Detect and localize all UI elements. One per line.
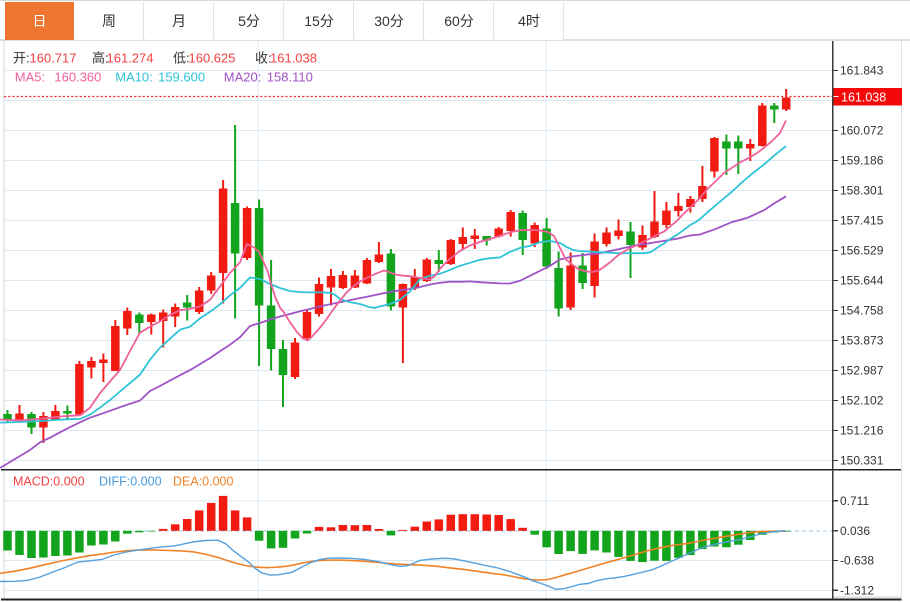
svg-text:152.987: 152.987 [840, 364, 884, 378]
svg-text:154.758: 154.758 [840, 304, 884, 318]
svg-text:158.110: 158.110 [267, 70, 313, 85]
svg-text:153.873: 153.873 [840, 334, 884, 348]
svg-text:159.186: 159.186 [840, 154, 884, 168]
svg-text:-0.638: -0.638 [840, 554, 874, 568]
svg-text:开:: 开: [13, 51, 30, 66]
svg-text:151.216: 151.216 [840, 424, 884, 438]
svg-text:161.274: 161.274 [107, 51, 154, 66]
svg-text:160.360: 160.360 [54, 70, 101, 85]
svg-text:158.301: 158.301 [840, 184, 884, 198]
svg-text:0.711: 0.711 [840, 494, 869, 508]
svg-text:DEA:0.000: DEA:0.000 [173, 475, 234, 489]
svg-text:157.415: 157.415 [840, 214, 884, 228]
svg-text:0.036: 0.036 [840, 524, 870, 538]
svg-text:160.717: 160.717 [30, 51, 77, 66]
svg-text:156.529: 156.529 [840, 244, 884, 258]
svg-text:161.038: 161.038 [841, 90, 886, 104]
svg-text:160.072: 160.072 [840, 124, 884, 138]
svg-text:152.102: 152.102 [840, 394, 884, 408]
svg-text:DIFF:0.000: DIFF:0.000 [99, 475, 162, 489]
svg-text:159.600: 159.600 [158, 70, 205, 85]
svg-text:MA20:: MA20: [224, 70, 262, 85]
svg-text:161.038: 161.038 [270, 51, 317, 66]
svg-text:MA10:: MA10: [115, 70, 153, 85]
svg-text:收:: 收: [255, 51, 272, 66]
svg-text:MA5:: MA5: [15, 70, 45, 85]
svg-text:150.331: 150.331 [840, 454, 884, 468]
svg-text:160.625: 160.625 [189, 51, 236, 66]
svg-text:MACD:0.000: MACD:0.000 [13, 475, 85, 489]
svg-text:161.843: 161.843 [840, 64, 884, 78]
svg-text:155.644: 155.644 [840, 274, 884, 288]
svg-text:-1.312: -1.312 [840, 584, 874, 598]
svg-text:低:: 低: [173, 51, 190, 66]
svg-text:高:: 高: [92, 51, 109, 66]
